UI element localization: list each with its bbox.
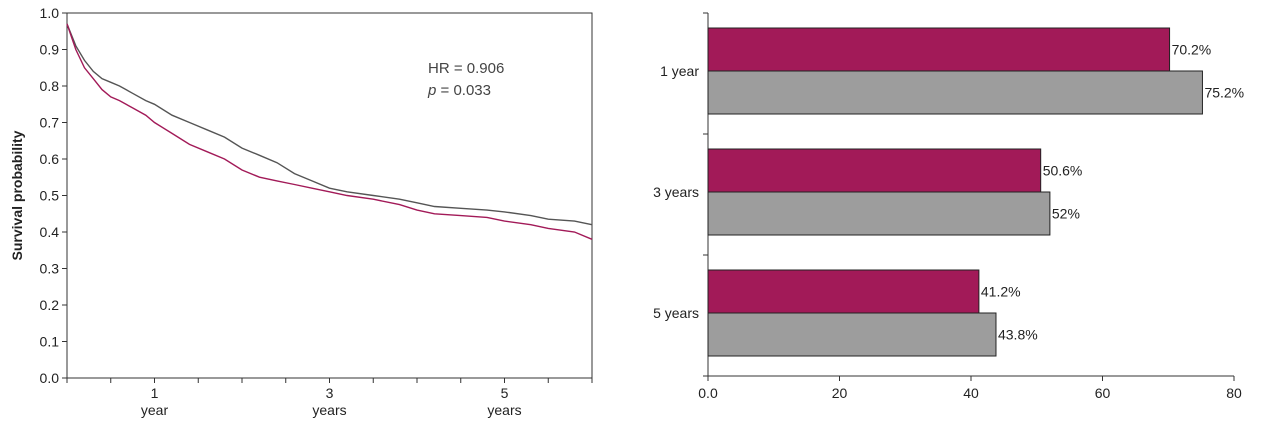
y-tick-label: 0.1 (40, 334, 60, 350)
bar-value-label: 75.2% (1204, 85, 1244, 101)
y-tick-label: 0.6 (40, 151, 60, 167)
x-tick-label-unit: year (141, 402, 169, 418)
bar-value-label: 52% (1052, 206, 1080, 222)
x-tick-label-unit: years (487, 402, 521, 418)
bar (707, 312, 997, 357)
bar-value-label: 43.8% (998, 327, 1038, 343)
bar (707, 27, 1171, 72)
bar-value-label: 41.2% (981, 284, 1021, 300)
y-tick-label: 0.9 (40, 42, 60, 58)
y-axis-title: Survival probability (9, 130, 25, 260)
x-tick-label: 20 (832, 385, 848, 401)
bar (707, 148, 1042, 193)
y-tick-label: 0.8 (40, 78, 60, 94)
survival-curve-line (66, 23, 593, 226)
x-tick-label: 80 (1226, 385, 1242, 401)
bar (707, 70, 1203, 115)
x-tick-label: 1 (151, 385, 159, 401)
bar (707, 269, 980, 314)
p-value-number: = 0.033 (436, 82, 491, 99)
p-value-label: p = 0.033 (427, 82, 491, 99)
p-value-symbol: p (427, 82, 436, 99)
x-tick-label: 0.0 (698, 385, 718, 401)
y-tick-label: 0.5 (40, 188, 60, 204)
category-label: 3 years (653, 184, 699, 200)
category-label: 1 year (660, 63, 699, 79)
survival-curve-line (66, 23, 593, 240)
x-tick-label: 40 (963, 385, 979, 401)
hazard-ratio-label: HR = 0.906 (428, 60, 504, 77)
y-tick-label: 1.0 (40, 5, 60, 21)
y-tick-label: 0.2 (40, 297, 60, 313)
category-label: 5 years (653, 305, 699, 321)
bar-value-label: 50.6% (1043, 163, 1083, 179)
survival-curve-chart: 0.00.10.20.30.40.50.60.70.80.91.01year3y… (9, 5, 593, 418)
bar (707, 191, 1051, 236)
bar-value-label: 70.2% (1172, 42, 1212, 58)
y-tick-label: 0.0 (40, 370, 60, 386)
y-tick-label: 0.3 (40, 261, 60, 277)
x-tick-label: 3 (326, 385, 334, 401)
x-tick-label: 5 (501, 385, 509, 401)
y-tick-label: 0.7 (40, 115, 60, 131)
y-tick-label: 0.4 (40, 224, 60, 240)
x-tick-label: 60 (1095, 385, 1111, 401)
x-tick-label-unit: years (312, 402, 346, 418)
